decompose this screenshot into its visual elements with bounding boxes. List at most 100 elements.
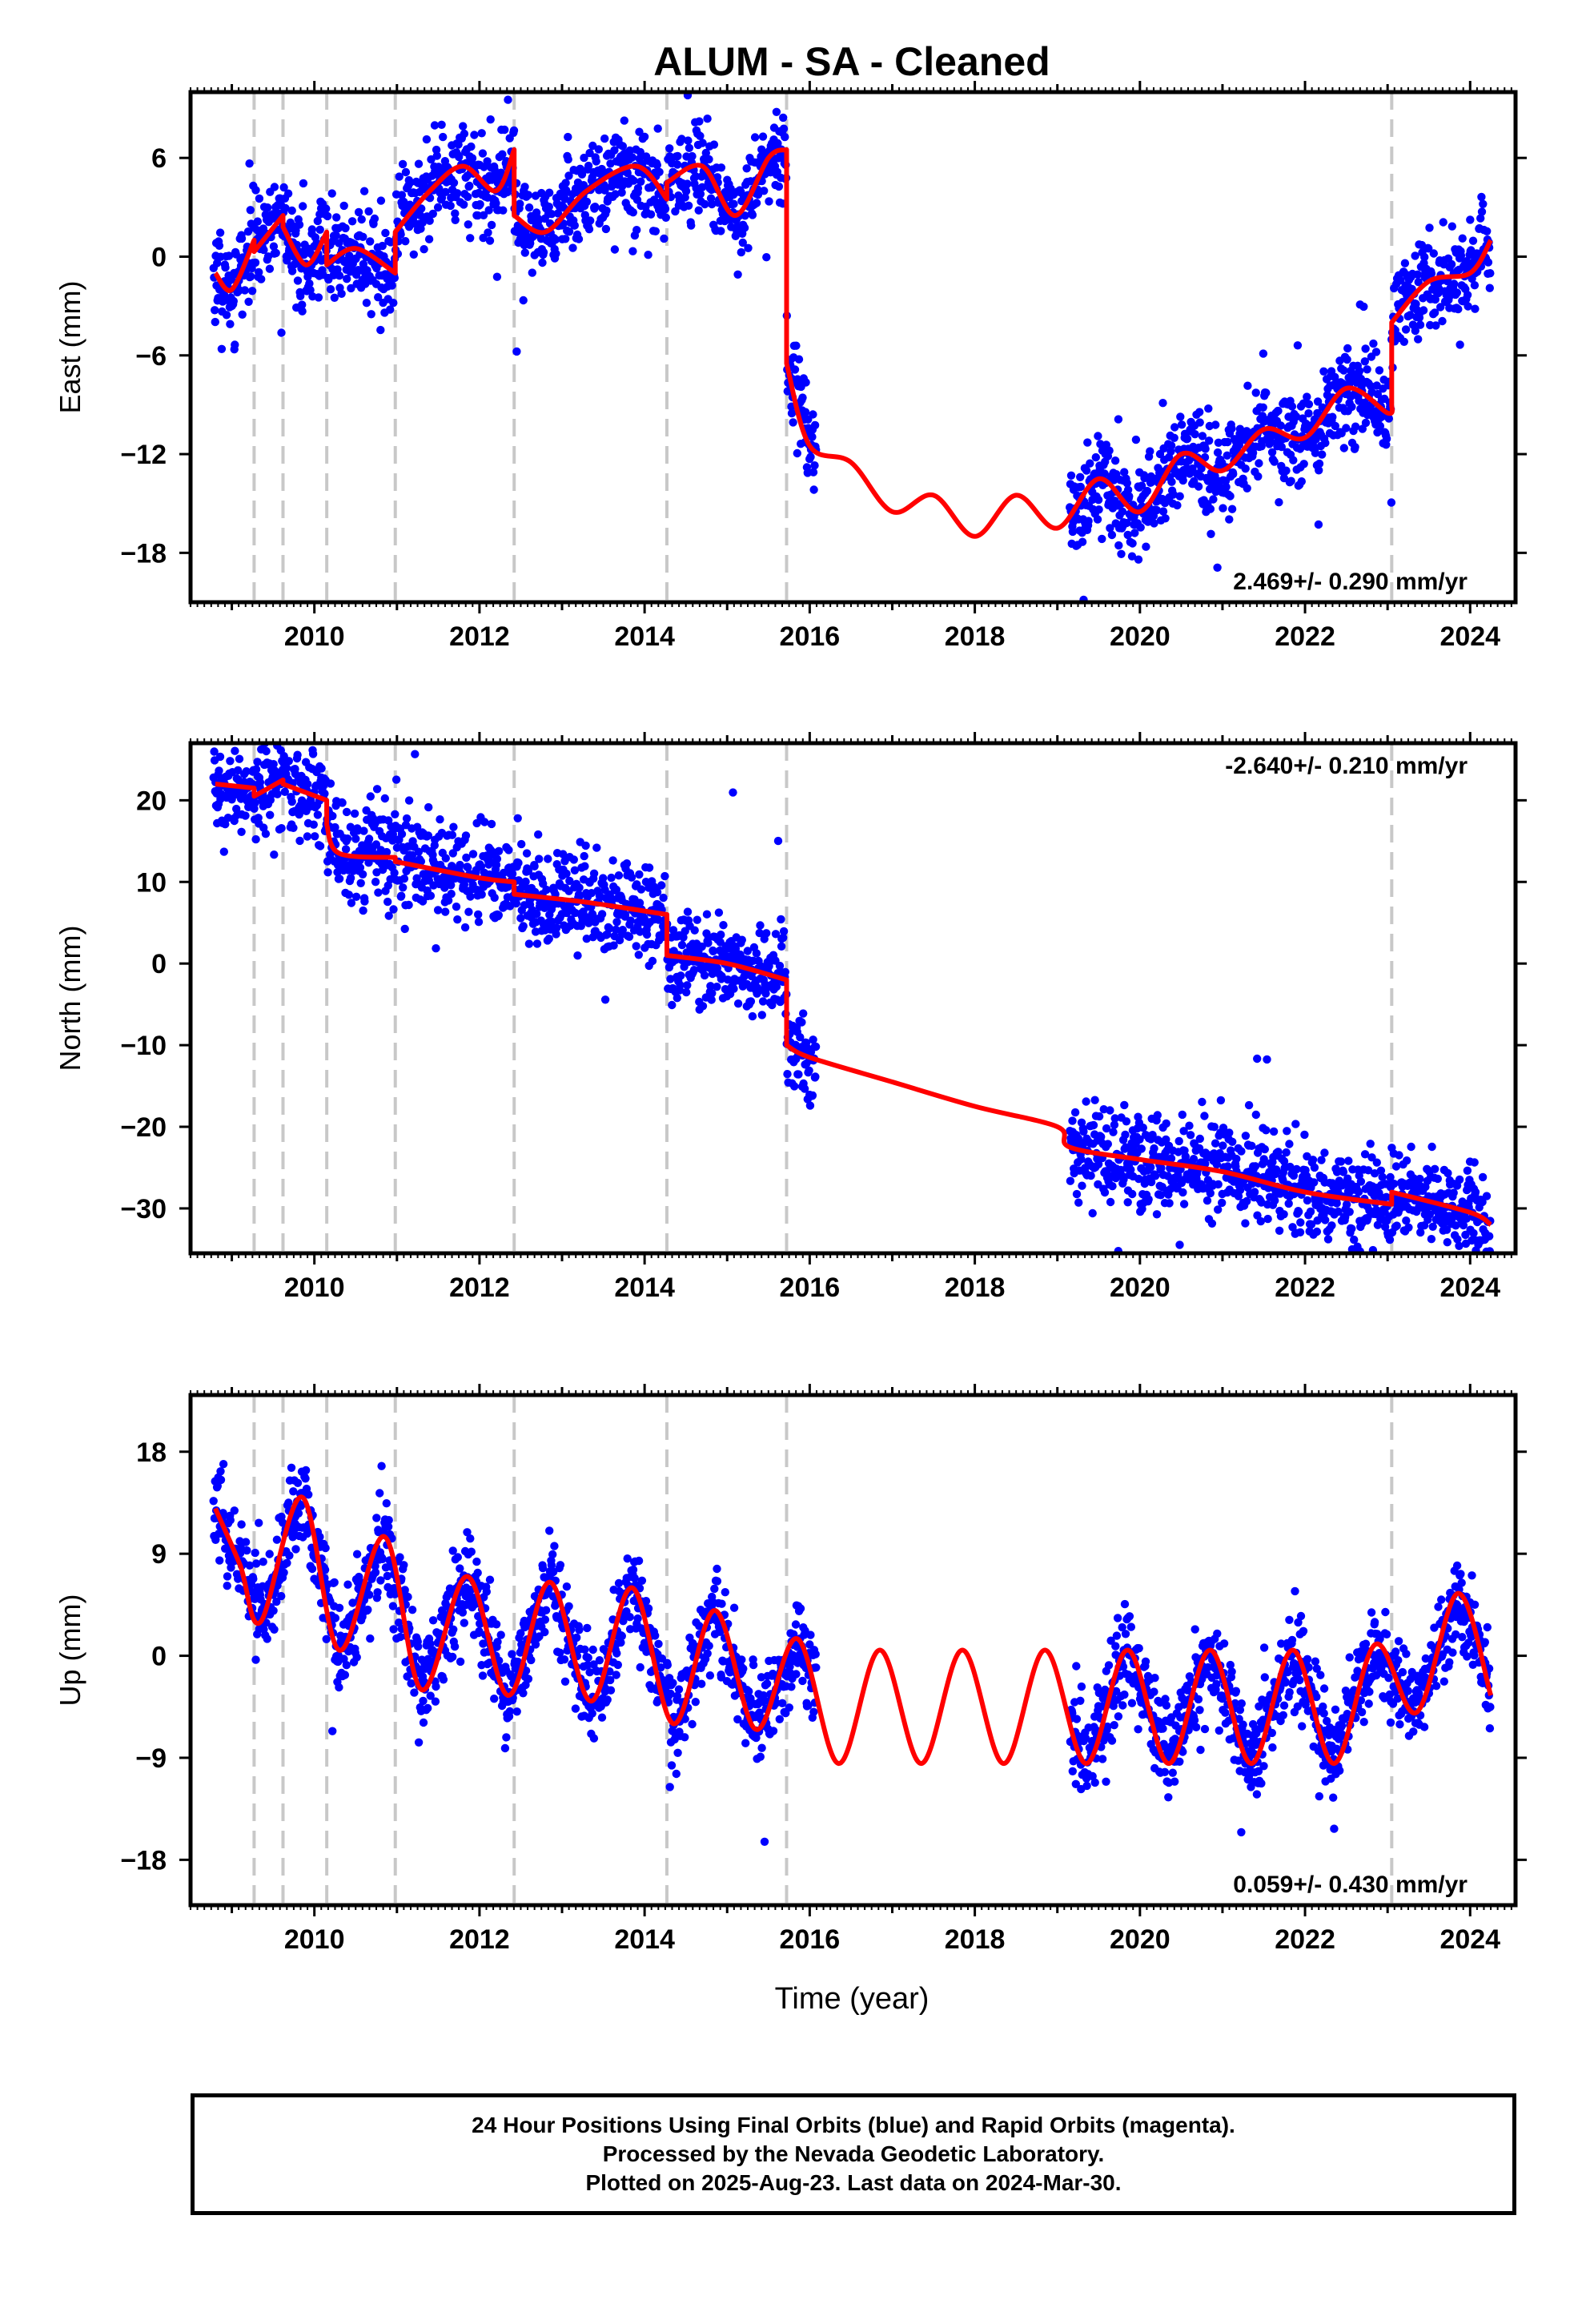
data-point	[580, 862, 589, 870]
data-point	[1331, 372, 1339, 381]
data-point	[708, 199, 717, 209]
data-point	[1118, 507, 1127, 516]
data-point	[561, 235, 570, 243]
data-point	[1089, 1120, 1098, 1130]
data-point	[713, 983, 721, 991]
data-point	[1291, 1120, 1300, 1128]
data-point	[1158, 507, 1168, 516]
data-point	[1214, 438, 1223, 447]
data-point	[790, 1082, 799, 1091]
data-point	[251, 765, 261, 774]
data-point	[1243, 381, 1252, 390]
data-point	[580, 153, 588, 163]
data-point	[1144, 1195, 1153, 1204]
data-point	[573, 951, 582, 960]
data-point	[811, 1042, 821, 1051]
data-point	[331, 231, 340, 240]
data-point	[343, 834, 352, 843]
data-point	[1407, 1142, 1415, 1152]
data-point	[1170, 423, 1179, 432]
data-point	[634, 951, 643, 959]
data-point	[801, 408, 810, 416]
data-point	[798, 393, 807, 402]
data-point	[243, 227, 253, 236]
data-point	[1137, 1144, 1146, 1153]
data-point	[1094, 1112, 1104, 1121]
data-point	[1195, 408, 1204, 416]
data-point	[1427, 1142, 1436, 1152]
data-point	[561, 179, 570, 187]
data-point	[1339, 366, 1348, 375]
data-point	[400, 875, 409, 883]
data-point	[376, 325, 385, 335]
data-point	[794, 355, 804, 364]
data-point	[337, 289, 346, 298]
data-point	[1094, 505, 1103, 514]
data-point	[1109, 1128, 1118, 1136]
data-point	[1332, 1199, 1341, 1208]
data-point	[1293, 341, 1303, 350]
data-point	[353, 826, 362, 835]
data-point	[494, 911, 503, 920]
data-point	[524, 191, 532, 199]
data-point	[330, 293, 339, 302]
east-panel: 2010 2012 2014 2016 2018 2020 2022 2024 −18 −12 −6…	[54, 81, 1527, 652]
data-point	[293, 276, 303, 285]
data-point	[323, 211, 332, 221]
data-point	[1320, 1148, 1329, 1157]
data-point	[210, 747, 219, 756]
data-point	[376, 196, 386, 205]
data-point	[1248, 448, 1258, 457]
data-point	[684, 201, 693, 210]
data-point	[364, 207, 373, 216]
data-point	[226, 757, 235, 766]
data-point	[617, 188, 626, 197]
data-point	[284, 757, 293, 766]
data-point	[1099, 1105, 1108, 1114]
data-point	[1251, 1162, 1260, 1171]
data-point	[1146, 1163, 1155, 1172]
data-point	[255, 778, 265, 787]
data-point	[1370, 1169, 1379, 1178]
data-point	[673, 994, 681, 1003]
data-point	[1110, 456, 1120, 465]
data-point	[1463, 291, 1472, 300]
x-tick-label: 2018	[945, 621, 1006, 652]
data-point	[1126, 1165, 1135, 1174]
data-point	[322, 204, 331, 213]
data-point	[599, 874, 608, 883]
data-point	[530, 862, 539, 871]
data-point	[409, 250, 418, 259]
data-point	[1476, 214, 1485, 223]
data-point	[449, 822, 458, 831]
data-point	[810, 420, 820, 430]
data-point	[480, 818, 489, 826]
x-tick-label: 2020	[1110, 621, 1170, 652]
data-point	[402, 814, 412, 823]
data-point	[666, 975, 675, 983]
data-point	[357, 215, 366, 224]
data-point	[460, 923, 470, 932]
data-point	[708, 969, 717, 979]
data-point	[636, 885, 646, 894]
data-point	[661, 204, 670, 214]
data-point	[1227, 424, 1236, 433]
data-point	[1066, 471, 1076, 480]
data-point	[347, 283, 355, 293]
data-point	[544, 203, 553, 211]
data-point	[1130, 529, 1139, 537]
data-point	[632, 226, 641, 235]
data-point	[623, 168, 632, 178]
data-point	[1439, 218, 1447, 227]
data-point	[1390, 1180, 1399, 1188]
data-point	[1185, 1121, 1194, 1130]
data-point	[454, 140, 463, 149]
data-point	[741, 211, 749, 220]
data-point	[231, 340, 239, 349]
data-point	[762, 929, 771, 938]
data-point	[652, 887, 662, 897]
plot-frame	[188, 741, 1518, 1256]
data-point	[1223, 437, 1232, 447]
data-point	[347, 217, 357, 226]
data-point	[1413, 270, 1422, 279]
